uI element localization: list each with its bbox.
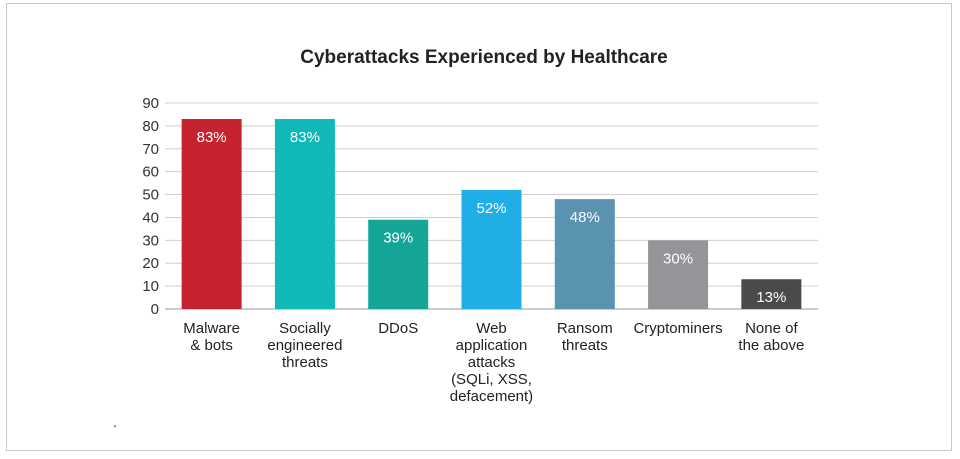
data-label: 48% (570, 209, 600, 226)
x-category-label: Socially (279, 320, 331, 337)
x-category-label: threats (282, 354, 328, 371)
bars: 83% 83% 39% 52% 48% 30% 13% (181, 119, 802, 310)
y-tick-label: 90 (142, 95, 159, 112)
x-category-label: Cryptominers (633, 320, 722, 337)
x-category-label: None of (745, 320, 798, 337)
x-axis-categories: Malware& botsSociallyengineeredthreatsDD… (183, 320, 804, 405)
x-category-label: threats (562, 337, 608, 354)
data-label: 39% (383, 230, 413, 247)
x-category-label: Malware (183, 320, 240, 337)
x-category-label: engineered (267, 337, 342, 354)
y-tick-label: 50 (142, 187, 159, 204)
x-category-label: application (456, 337, 528, 354)
y-tick-label: 10 (142, 278, 159, 295)
x-category-label: Ransom (557, 320, 613, 337)
x-category-label: Web (476, 320, 507, 337)
data-label: 52% (476, 200, 506, 217)
y-tick-label: 70 (142, 141, 159, 158)
y-axis-ticks: 0 10 20 30 40 50 60 70 80 90 (142, 95, 159, 318)
footnote-mark: . (113, 414, 117, 430)
y-tick-label: 40 (142, 209, 159, 226)
data-label: 83% (197, 129, 227, 146)
y-tick-label: 80 (142, 118, 159, 135)
y-tick-label: 20 (142, 255, 159, 272)
x-category-label: attacks (468, 354, 516, 371)
bar (461, 189, 522, 309)
bar (368, 219, 429, 309)
gridlines (165, 102, 818, 310)
bar (181, 119, 242, 310)
y-tick-label: 30 (142, 232, 159, 249)
data-label: 83% (290, 129, 320, 146)
y-tick-label: 60 (142, 164, 159, 181)
x-category-label: DDoS (378, 320, 418, 337)
x-category-label: & bots (190, 337, 233, 354)
bar (554, 199, 615, 309)
bar (741, 279, 802, 309)
x-category-label: defacement) (450, 388, 533, 405)
y-tick-label: 0 (151, 301, 159, 318)
bar (648, 240, 709, 309)
data-label: 30% (663, 250, 693, 267)
chart-title: Cyberattacks Experienced by Healthcare (300, 47, 668, 68)
x-category-label: (SQLi, XSS, (451, 371, 532, 388)
bar (274, 119, 335, 310)
data-label: 13% (756, 289, 786, 306)
x-category-label: the above (738, 337, 804, 354)
